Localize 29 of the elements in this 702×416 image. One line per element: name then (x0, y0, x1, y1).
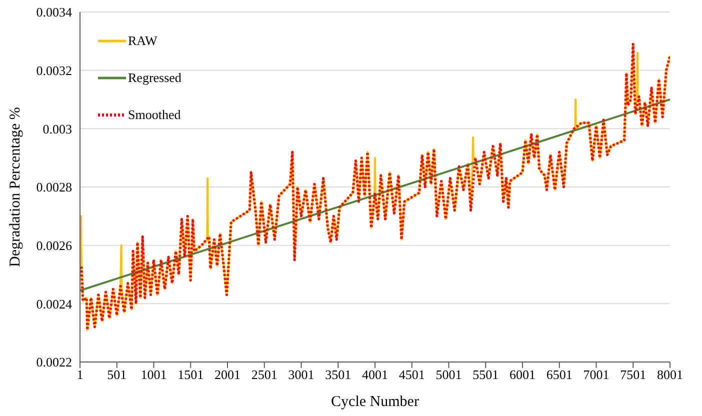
y-tick-label: 0.0024 (36, 296, 72, 312)
x-tick-label: 8001 (657, 367, 683, 382)
x-tick-label: 2001 (214, 367, 240, 382)
x-tick-label: 6001 (510, 367, 536, 382)
x-tick-label: 5501 (472, 367, 499, 382)
y-tick-label: 0.0028 (36, 180, 72, 195)
x-axis-title: Cycle Number (331, 394, 419, 410)
x-tick-label: 7501 (620, 367, 646, 382)
x-tick-label: 1001 (140, 367, 167, 382)
x-tick-label: 6501 (546, 367, 572, 382)
y-tick-label: 0.0026 (36, 238, 72, 253)
x-tick-label: 1501 (178, 367, 204, 382)
legend-label: Smoothed (128, 106, 181, 122)
x-tick-label: 1 (76, 367, 84, 382)
legend-label: Regressed (128, 70, 182, 86)
x-tick-label: 501 (107, 367, 127, 382)
x-tick-label: 4501 (398, 367, 425, 382)
x-tick-label: 5001 (436, 367, 462, 382)
y-tick-label: 0.0022 (36, 354, 72, 370)
x-tick-label: 3001 (288, 367, 314, 382)
x-tick-label: 4001 (362, 367, 388, 382)
y-tick-label: 0.003 (42, 121, 72, 136)
x-tick-label: 2501 (251, 367, 278, 382)
x-tick-label: 3501 (325, 367, 352, 382)
x-tick-label: 7001 (583, 367, 610, 382)
legend-label: RAW (128, 32, 158, 48)
y-tick-label: 0.0032 (36, 62, 72, 78)
y-axis-title: Degradation Percentage % (7, 107, 24, 267)
y-tick-label: 0.0034 (36, 4, 72, 20)
